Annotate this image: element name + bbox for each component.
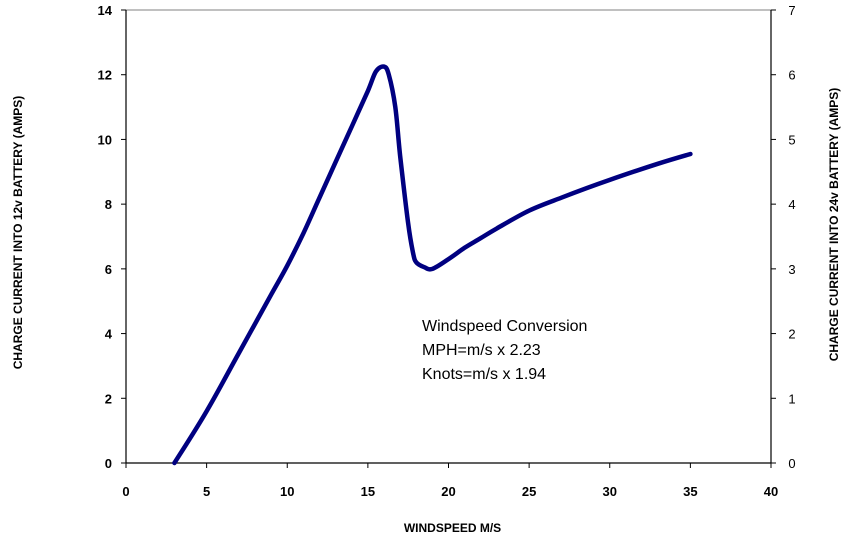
y-tick-label: 14 — [98, 3, 113, 18]
y-tick-label: 8 — [105, 197, 112, 212]
x-tick-label: 25 — [522, 484, 536, 499]
x-axis-title: WINDSPEED M/S — [404, 521, 501, 535]
y-tick-label: 2 — [105, 391, 112, 406]
annotation: Windspeed Conversion MPH=m/s x 2.23 Knot… — [422, 318, 587, 383]
y2-tick-label: 0 — [788, 456, 795, 471]
y-tick-label: 4 — [105, 327, 113, 342]
y2-tick-label: 5 — [788, 132, 795, 147]
x-tick-label: 30 — [603, 484, 617, 499]
annotation-line-3: Knots=m/s x 1.94 — [422, 366, 546, 383]
y-tick-label: 12 — [98, 68, 112, 83]
x-tick-label: 5 — [203, 484, 210, 499]
y-tick-label: 0 — [105, 456, 112, 471]
annotation-line-1: Windspeed Conversion — [422, 318, 587, 335]
axes — [125, 9, 772, 464]
series-line — [172, 64, 693, 466]
x-tick-label: 10 — [280, 484, 294, 499]
y-tick-label: 6 — [105, 262, 112, 277]
y2-tick-label: 6 — [788, 68, 795, 83]
y2-tick-label: 4 — [788, 197, 795, 212]
y2-tick-label: 3 — [788, 262, 795, 277]
y2-axis-title: CHARGE CURRENT INTO 24v BATTERY (AMPS) — [827, 88, 841, 362]
y2-tick-label: 2 — [788, 327, 795, 342]
x-tick-label: 15 — [361, 484, 375, 499]
y2-tick-label: 7 — [788, 3, 795, 18]
y-tick-label: 10 — [98, 132, 112, 147]
y-axis-title: CHARGE CURRENT INTO 12v BATTERY (AMPS) — [11, 96, 25, 370]
x-tick-label: 0 — [122, 484, 129, 499]
x-tick-label: 35 — [683, 484, 697, 499]
x-tick-label: 20 — [441, 484, 455, 499]
annotation-line-2: MPH=m/s x 2.23 — [422, 342, 541, 359]
y2-tick-label: 1 — [788, 391, 795, 406]
x-tick-label: 40 — [764, 484, 778, 499]
